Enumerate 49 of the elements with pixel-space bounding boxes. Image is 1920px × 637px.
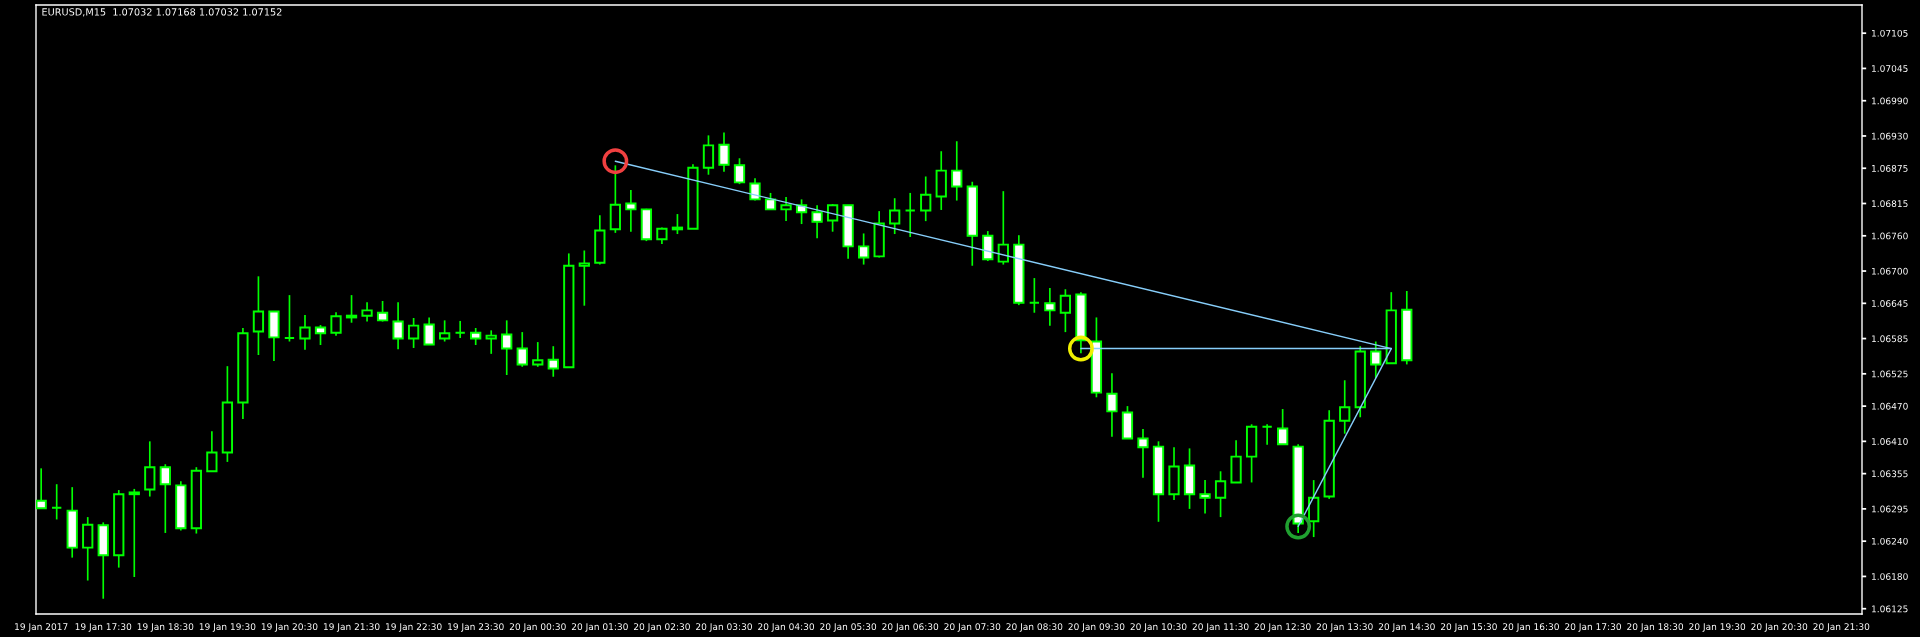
x-tick-label: 19 Jan 20:30 xyxy=(261,623,318,632)
y-tick-label: 1.06355 xyxy=(1872,470,1908,478)
x-tick-label: 20 Jan 08:30 xyxy=(1006,623,1063,632)
x-tick-label: 20 Jan 01:30 xyxy=(571,623,628,632)
y-tick-label: 1.06760 xyxy=(1872,232,1908,240)
x-tick-label: 19 Jan 19:30 xyxy=(199,623,256,632)
x-tick-label: 20 Jan 07:30 xyxy=(944,623,1001,632)
x-tick-label: 20 Jan 15:30 xyxy=(1440,623,1497,632)
x-tick-label: 20 Jan 03:30 xyxy=(696,623,752,632)
x-tick-label: 19 Jan 2017 xyxy=(15,623,68,632)
y-tick-label: 1.06125 xyxy=(1872,605,1908,613)
y-tick-label: 1.07105 xyxy=(1872,29,1908,37)
x-tick-label: 19 Jan 21:30 xyxy=(323,623,380,632)
x-tick-label: 20 Jan 04:30 xyxy=(758,623,815,632)
x-tick-label: 19 Jan 17:30 xyxy=(75,623,132,632)
y-tick-label: 1.06180 xyxy=(1872,573,1908,580)
x-tick-label: 20 Jan 00:30 xyxy=(509,623,566,632)
y-tick-label: 1.06815 xyxy=(1872,200,1908,208)
y-tick-label: 1.06585 xyxy=(1872,335,1908,343)
x-tick-label: 19 Jan 23:30 xyxy=(448,623,504,632)
y-tick-label: 1.06645 xyxy=(1872,300,1908,307)
x-tick-label: 20 Jan 09:30 xyxy=(1068,623,1125,632)
x-tick-label: 19 Jan 18:30 xyxy=(137,623,194,632)
chart-title: EURUSD,M15 1.07032 1.07168 1.07032 1.07152 xyxy=(42,8,282,17)
y-tick-label: 1.06410 xyxy=(1872,438,1908,445)
y-tick-label: 1.06240 xyxy=(1872,537,1908,545)
x-tick-label: 20 Jan 06:30 xyxy=(882,623,939,632)
x-tick-label: 20 Jan 05:30 xyxy=(820,623,877,632)
y-tick-label: 1.07045 xyxy=(1872,65,1908,72)
y-tick-label: 1.06990 xyxy=(1872,97,1908,105)
x-tick-label: 20 Jan 19:30 xyxy=(1689,623,1746,632)
y-tick-label: 1.06295 xyxy=(1872,505,1908,513)
y-tick-label: 1.06525 xyxy=(1872,370,1908,378)
x-tick-label: 19 Jan 22:30 xyxy=(386,623,442,632)
x-tick-label: 20 Jan 16:30 xyxy=(1503,623,1559,632)
y-tick-label: 1.06700 xyxy=(1872,267,1908,275)
y-tick-label: 1.06875 xyxy=(1872,164,1908,172)
y-tick-label: 1.06930 xyxy=(1872,132,1908,140)
x-tick-label: 20 Jan 14:30 xyxy=(1378,623,1435,632)
x-tick-label: 20 Jan 12:30 xyxy=(1254,623,1311,632)
x-tick-label: 20 Jan 10:30 xyxy=(1130,623,1187,632)
x-tick-label: 20 Jan 11:30 xyxy=(1192,623,1249,632)
y-tick-label: 1.06470 xyxy=(1872,402,1908,410)
x-tick-label: 20 Jan 21:30 xyxy=(1813,623,1870,632)
x-tick-label: 20 Jan 18:30 xyxy=(1627,623,1684,632)
x-tick-label: 20 Jan 20:30 xyxy=(1751,623,1808,632)
x-tick-label: 20 Jan 02:30 xyxy=(633,623,690,632)
x-tick-label: 20 Jan 13:30 xyxy=(1316,623,1373,632)
x-tick-label: 20 Jan 17:30 xyxy=(1565,623,1621,632)
